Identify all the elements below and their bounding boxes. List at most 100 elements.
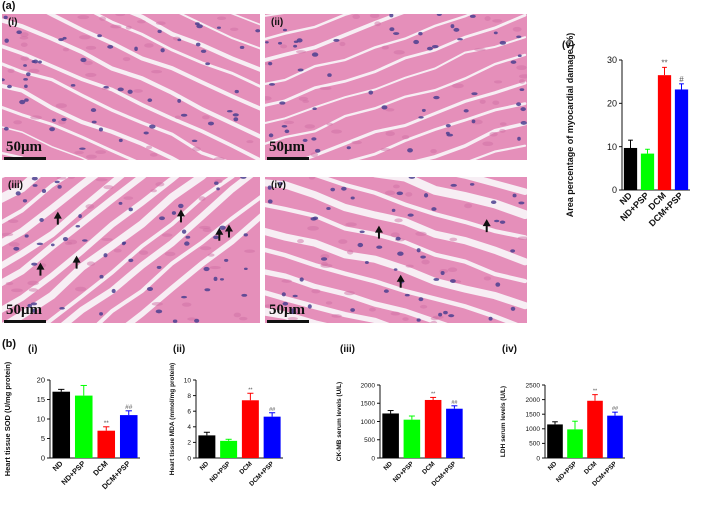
nucleus (315, 148, 321, 153)
nucleus (418, 31, 423, 36)
fiber-shade (161, 233, 173, 237)
micrograph-tag: (iii) (8, 180, 23, 191)
nucleus (54, 180, 60, 184)
significance-mark: ## (612, 406, 619, 412)
fiber-shade (401, 135, 410, 140)
y-tick-label: 6 (187, 408, 191, 415)
nucleus (98, 127, 103, 132)
nucleus (172, 319, 178, 323)
nucleus (19, 99, 26, 105)
fiber-gap (2, 177, 147, 287)
arrow-icon (53, 211, 62, 225)
fiber-shade (392, 184, 400, 189)
nucleus (185, 235, 191, 239)
fiber-shade (351, 140, 362, 145)
y-tick-label: 2500 (526, 382, 541, 389)
fiber-shade (86, 154, 97, 159)
arrow-icon (215, 227, 224, 241)
y-tick-label: 500 (529, 441, 540, 448)
nucleus (404, 293, 410, 297)
nucleus (156, 265, 162, 269)
bar (263, 416, 281, 458)
fiber-shade (202, 227, 212, 233)
nucleus (178, 203, 184, 209)
fiber-gap (265, 14, 474, 86)
nucleus (499, 40, 507, 45)
fiber-gap (265, 247, 518, 323)
fiber-shade (198, 196, 206, 201)
significance-mark: ** (104, 420, 110, 427)
fiber-shade (452, 83, 464, 89)
fiber-shade (346, 249, 354, 255)
fiber-gap (265, 269, 448, 323)
fiber-shade (493, 80, 503, 84)
nucleus (216, 187, 220, 191)
fiber-shade (144, 43, 154, 48)
nucleus (214, 181, 219, 185)
nucleus (23, 64, 27, 67)
nucleus (32, 184, 38, 187)
fiber-shade (381, 45, 389, 50)
fiber-shade (83, 60, 93, 66)
nucleus (516, 35, 522, 39)
nucleus (449, 279, 456, 283)
nucleus (368, 90, 374, 95)
nucleus (36, 242, 44, 246)
significance-mark: ## (125, 404, 133, 411)
nucleus (311, 52, 319, 57)
fiber-shade (138, 250, 149, 255)
nucleus (15, 191, 21, 196)
nucleus (196, 24, 203, 29)
chart-tag: (iii) (340, 344, 355, 355)
nucleus (327, 73, 332, 77)
y-tick-label: 8 (187, 393, 191, 400)
bar (403, 419, 421, 458)
nucleus (91, 120, 97, 124)
nucleus (393, 32, 400, 35)
y-tick-label: 20 (607, 98, 617, 108)
nucleus (4, 38, 9, 43)
fiber-shade (430, 148, 437, 154)
fiber-gap (265, 202, 527, 284)
fiber-shade (55, 103, 67, 109)
nucleus (457, 38, 463, 41)
nucleus (383, 289, 389, 293)
nucleus (111, 288, 116, 294)
scale-bar (267, 320, 309, 323)
fiber-shade (492, 100, 500, 105)
significance-mark: ** (661, 58, 667, 67)
y-tick-label: 0 (187, 455, 191, 462)
fiber-shade (123, 196, 134, 200)
nucleus (99, 274, 104, 279)
nucleus (311, 137, 317, 141)
nucleus (397, 251, 404, 256)
nucleus (350, 308, 355, 312)
y-tick-label: 1000 (361, 419, 376, 426)
nucleus (520, 107, 526, 112)
nucleus (90, 108, 97, 113)
fiber-shade (85, 72, 97, 77)
nucleus (445, 123, 451, 128)
nucleus (121, 241, 126, 246)
fiber-shade (344, 290, 355, 296)
nucleus (160, 48, 165, 53)
bar (74, 395, 93, 458)
fiber-shade (202, 115, 210, 120)
nucleus (7, 84, 12, 89)
nucleus (359, 230, 365, 234)
fiber-shade (304, 124, 316, 129)
arrow-icon (482, 219, 491, 233)
nucleus (499, 220, 506, 224)
fiber-shade (393, 50, 405, 55)
bar (623, 147, 638, 190)
nucleus (143, 131, 149, 135)
nucleus (171, 211, 177, 215)
fiber-shade (192, 146, 201, 152)
nucleus (24, 98, 29, 102)
y-axis-label: Heart tissue MDA (mmol/mg protein) (169, 363, 176, 475)
nucleus (282, 28, 288, 32)
bar (607, 415, 623, 458)
bar (446, 408, 463, 458)
micrograph-tag: (iv) (271, 180, 286, 191)
fiber-shade (62, 47, 70, 52)
